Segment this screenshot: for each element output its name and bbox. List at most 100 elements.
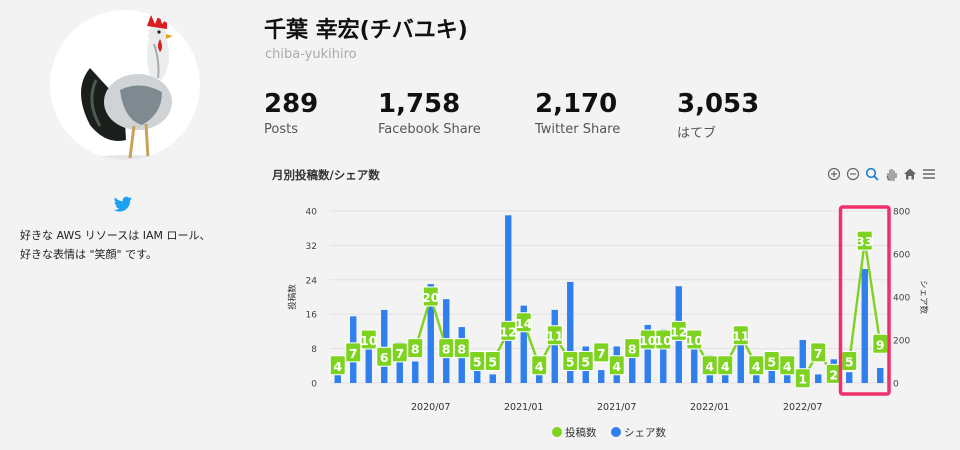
share-bar xyxy=(722,357,729,383)
posts-data-label: 8 xyxy=(442,342,451,357)
posts-data-label: 4 xyxy=(333,359,342,374)
share-bar xyxy=(737,331,744,383)
share-bar xyxy=(381,309,388,383)
y-right-tick-label: 400 xyxy=(893,294,910,304)
share-bar xyxy=(443,299,450,383)
posts-data-label-box xyxy=(391,342,408,363)
posts-data-label: 20 xyxy=(422,290,440,305)
twitter-icon[interactable] xyxy=(113,196,133,214)
share-bar xyxy=(551,309,558,383)
posts-data-label: 33 xyxy=(856,234,873,249)
posts-data-label-box xyxy=(422,286,439,307)
selection-zoom-icon[interactable] xyxy=(864,166,880,182)
share-bar xyxy=(536,370,543,383)
share-bar xyxy=(784,365,791,383)
x-tick-label: 2021/01 xyxy=(504,402,543,413)
posts-data-label: 5 xyxy=(488,355,497,370)
posts-data-label: 14 xyxy=(515,316,533,331)
posts-data-label-box xyxy=(825,363,842,384)
posts-data-label: 11 xyxy=(546,329,563,344)
share-bar xyxy=(474,352,481,383)
posts-data-label: 4 xyxy=(721,359,730,374)
bio: 好きな AWS リソースは IAM ロール、 好きな表情は "笑顔" です。 xyxy=(20,226,250,264)
share-bar xyxy=(644,324,651,383)
chart-toolbar xyxy=(826,166,937,182)
y-left-tick-label: 0 xyxy=(311,380,317,390)
posts-data-label-box xyxy=(531,355,548,376)
posts-data-label: 7 xyxy=(349,346,358,361)
share-bar xyxy=(675,286,682,383)
stat-posts: 289 Posts xyxy=(264,88,318,137)
y-left-tick-label: 40 xyxy=(306,208,318,218)
stat-label: Posts xyxy=(264,122,298,137)
y-left-tick-label: 8 xyxy=(311,345,317,355)
posts-data-label: 5 xyxy=(473,355,482,370)
posts-data-label: 8 xyxy=(411,342,420,357)
share-bar xyxy=(660,329,667,383)
menu-icon[interactable] xyxy=(921,166,937,182)
posts-data-label-box xyxy=(593,342,610,363)
posts-data-label: 9 xyxy=(876,337,885,352)
y-right-tick-label: 0 xyxy=(893,380,899,390)
legend-posts-marker xyxy=(552,427,562,437)
bio-line: 好きな AWS リソースは IAM ロール、 xyxy=(20,229,211,242)
posts-data-label: 7 xyxy=(597,346,606,361)
legend-posts-label: 投稿数 xyxy=(565,426,597,439)
chart-title: 月別投稿数/シェア数 xyxy=(272,168,380,182)
posts-data-label-box xyxy=(655,329,672,350)
posts-data-label: 10 xyxy=(360,333,378,348)
share-bar xyxy=(365,333,372,383)
posts-data-label-box xyxy=(329,355,346,376)
posts-data-label-box xyxy=(360,329,377,350)
zoom-in-icon[interactable] xyxy=(826,166,842,182)
share-bar xyxy=(458,327,465,383)
share-bar xyxy=(877,367,884,383)
zoom-out-icon[interactable] xyxy=(845,166,861,182)
y-left-axis-label: 投稿数 xyxy=(287,284,298,310)
share-bar xyxy=(350,316,357,383)
y-right-tick-label: 600 xyxy=(893,251,910,261)
posts-data-label: 8 xyxy=(457,342,466,357)
avatar[interactable] xyxy=(50,10,200,160)
share-bar xyxy=(598,370,605,383)
share-bar xyxy=(582,346,589,383)
stat-value: 2,170 xyxy=(535,89,618,119)
legend-shares-label: シェア数 xyxy=(624,426,666,439)
profile-handle: chiba-yukihiro xyxy=(265,47,357,62)
highlight-box xyxy=(838,205,891,396)
posts-data-label-box xyxy=(639,329,656,350)
pan-icon[interactable] xyxy=(883,166,899,182)
posts-data-label-box xyxy=(469,351,486,371)
stat-value: 1,758 xyxy=(378,89,461,119)
posts-data-label: 6 xyxy=(380,350,389,365)
posts-data-label-box xyxy=(515,312,532,333)
posts-line xyxy=(337,239,882,380)
stat-value: 289 xyxy=(264,89,319,119)
x-tick-label: 2021/07 xyxy=(597,402,636,413)
posts-data-label-box xyxy=(763,351,780,371)
share-bar xyxy=(706,355,713,383)
posts-data-label: 1 xyxy=(798,372,807,387)
y-left-tick-label: 32 xyxy=(306,242,317,252)
posts-data-label: 7 xyxy=(814,346,823,361)
posts-data-label-box xyxy=(872,333,889,354)
posts-data-label-box xyxy=(500,320,517,341)
posts-data-label: 10 xyxy=(686,333,704,348)
share-bar xyxy=(830,359,837,383)
bio-line: 好きな表情は "笑顔" です。 xyxy=(20,248,158,261)
stat-label: Twitter Share xyxy=(535,122,621,137)
posts-data-label-box xyxy=(453,338,470,359)
share-bar xyxy=(846,372,853,383)
posts-data-label: 5 xyxy=(581,355,590,370)
posts-data-label-box xyxy=(484,351,501,371)
stat-facebook-share: 1,758 Facebook Share xyxy=(378,88,481,137)
home-icon[interactable] xyxy=(902,166,918,182)
posts-data-label: 8 xyxy=(628,342,637,357)
y-right-tick-label: 800 xyxy=(893,208,910,218)
posts-data-label-box xyxy=(577,351,594,371)
posts-data-label-box xyxy=(608,355,625,376)
posts-data-label: 12 xyxy=(670,324,687,339)
share-bar xyxy=(799,340,806,383)
share-bar xyxy=(629,357,636,383)
share-bar xyxy=(489,374,496,383)
